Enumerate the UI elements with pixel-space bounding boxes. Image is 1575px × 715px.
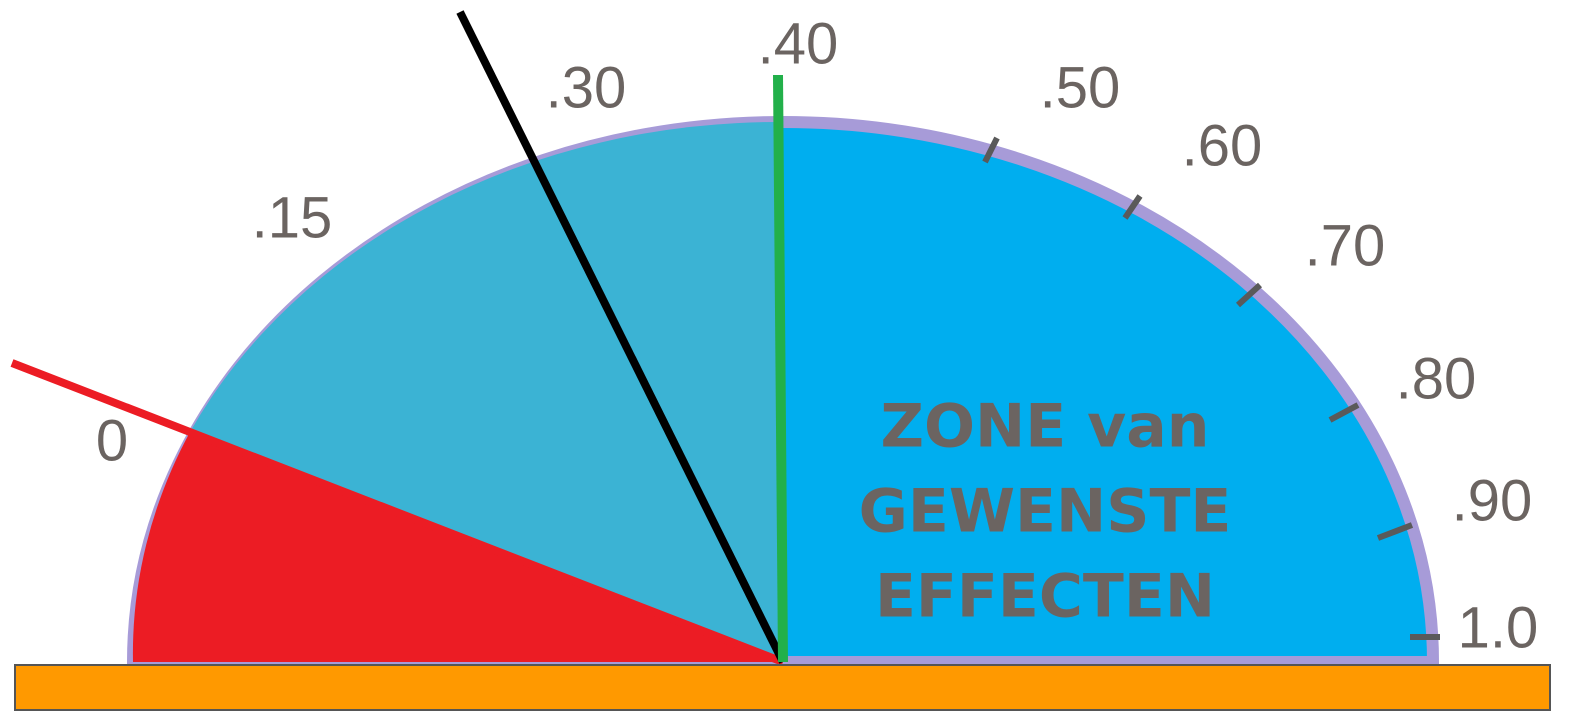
scale-label: .90: [1452, 468, 1533, 533]
zone-red: [132, 432, 784, 662]
green-needle: [773, 74, 788, 663]
scale-label: 0: [96, 408, 128, 473]
scale-label: .40: [758, 11, 839, 76]
scale-label: .80: [1396, 346, 1477, 411]
scale-label: .30: [546, 55, 627, 120]
scale-label: .70: [1305, 213, 1386, 278]
zone-label: ZONE van: [881, 392, 1210, 462]
base: [14, 664, 1551, 711]
zone-label: GEWENSTE: [859, 477, 1232, 547]
scale-label: .50: [1040, 55, 1121, 120]
tick-marks: [982, 136, 1440, 640]
scale-label: .15: [252, 185, 333, 250]
zone-light-blue: [190, 121, 783, 663]
zone-label: EFFECTEN: [875, 562, 1215, 632]
scale-label: 1.0: [1458, 595, 1539, 660]
scale-label: .60: [1182, 113, 1263, 178]
red-needle: [10, 359, 785, 666]
black-needle: [456, 10, 787, 664]
